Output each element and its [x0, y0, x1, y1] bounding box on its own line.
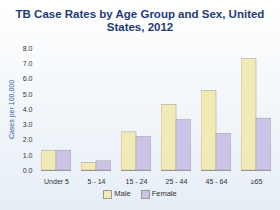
svg-text:4.0: 4.0: [23, 106, 33, 113]
svg-text:Under 5: Under 5: [44, 178, 69, 185]
svg-text:8.0: 8.0: [23, 45, 33, 52]
html-text:Male: Male: [114, 189, 131, 198]
svg-text:5 - 14: 5 - 14: [88, 178, 106, 185]
svg-text:5.0: 5.0: [23, 90, 33, 97]
svg-text:15 - 24: 15 - 24: [126, 178, 148, 185]
svg-text:2.0: 2.0: [23, 136, 33, 143]
svg-text:Cases per 100,000: Cases per 100,000: [8, 80, 16, 139]
svg-text:7.0: 7.0: [23, 60, 33, 67]
svg-text:3.0: 3.0: [23, 121, 33, 128]
svg-text:0.0: 0.0: [23, 167, 33, 174]
svg-text:1.0: 1.0: [23, 151, 33, 158]
svg-text:6.0: 6.0: [23, 75, 33, 82]
html-text:TB Case Rates by Age Group and: TB Case Rates by Age Group and Sex, Unit…: [15, 8, 265, 33]
html-text:Female: Female: [151, 189, 177, 198]
svg-text:45 - 64: 45 - 64: [206, 178, 228, 185]
svg-text:25 - 44: 25 - 44: [166, 178, 188, 185]
svg-text:≥65: ≥65: [251, 178, 263, 185]
